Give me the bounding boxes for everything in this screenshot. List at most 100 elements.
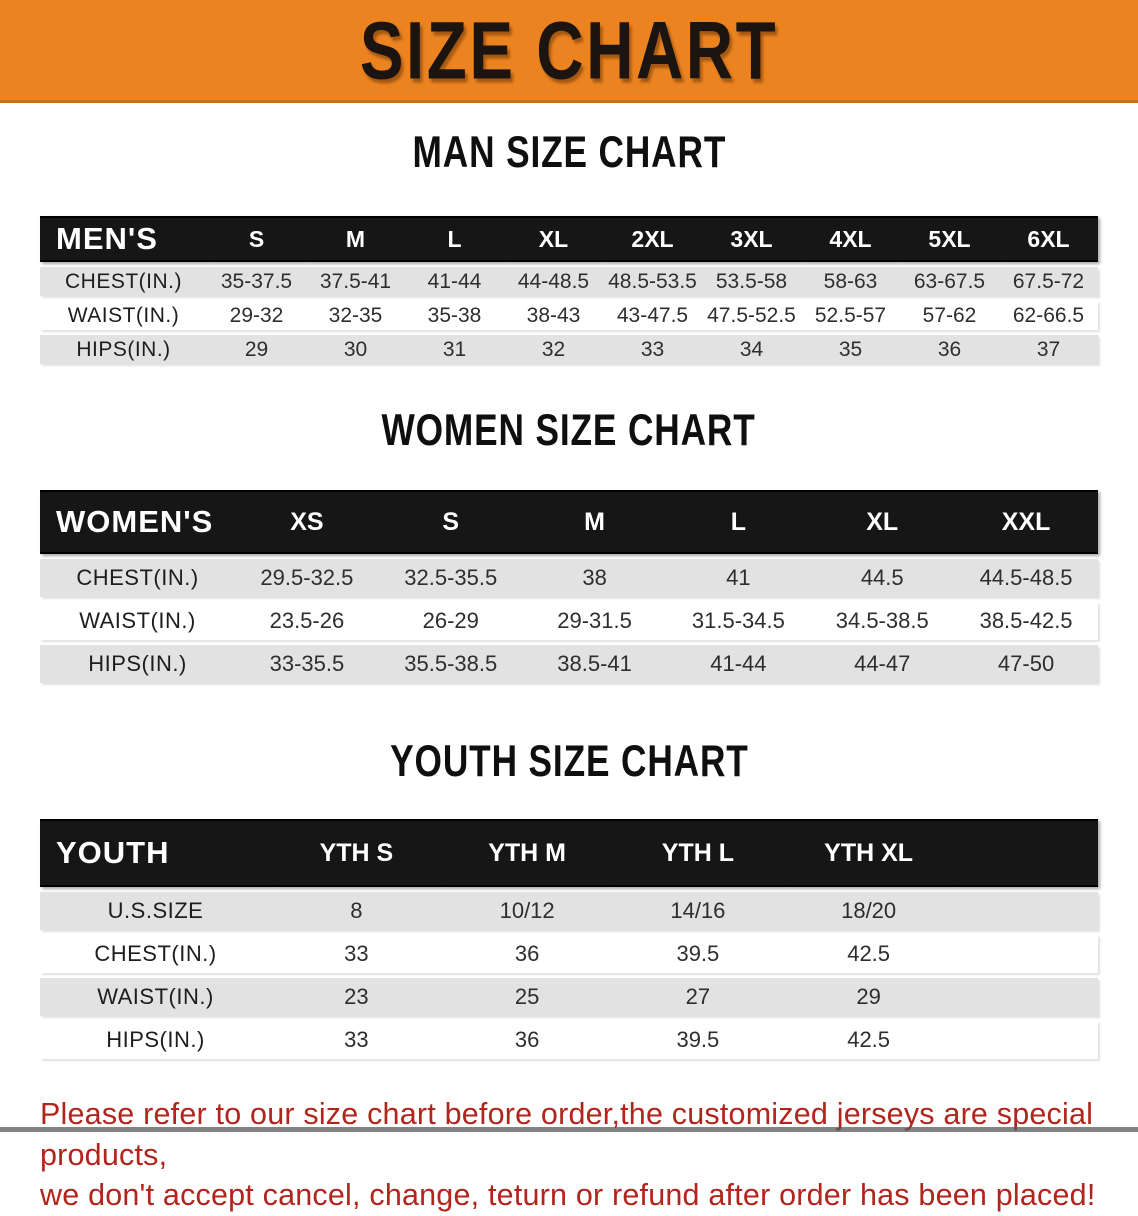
column-header-cell: M [306,216,405,262]
filler-cell [954,892,1098,930]
youth-section-title: YOUTH SIZE CHART [0,736,1138,794]
size-value-cell: 44.5 [860,565,904,590]
size-value-cell: 44.5-48.5 [979,565,1073,590]
size-value-cell: 42.5 [847,941,891,966]
size-value-cell: 39.5 [676,1027,720,1052]
row-label-cell: WAIST(IN.) [97,984,214,1009]
size-value-cell: 32.5-35.5 [404,565,498,590]
size-value-cell: 34 [739,337,764,361]
size-value-cell: 41-44 [710,651,767,676]
row-label-cell: WAIST(IN.) [79,608,196,633]
men-size-table: MEN'S S M L XL 2XL 3XL 4XL 5XL 6XL CHEST(IN.) 35-37… [40,211,1098,369]
size-value-cell: 33 [344,941,369,966]
women-section-title: WOMEN SIZE CHART [0,405,1138,463]
column-header-cell: YTH M [441,819,613,887]
column-header-cell: YTH L [612,819,784,887]
size-value-cell: 35.5-38.5 [404,651,498,676]
men-section-title-text: MAN SIZE CHART [412,127,726,177]
youth-section-title-text: YOUTH SIZE CHART [389,736,749,786]
size-value-cell: 35 [838,337,863,361]
table-row: WAIST(IN.) 23 25 27 29 [40,978,1098,1016]
women-size-table: WOMEN'S XS S M L XL XXL CHEST(IN.) 29.5-32.5 32.5… [40,485,1098,688]
size-value-cell: 58-63 [823,269,878,293]
size-value-cell: 37.5-41 [319,269,392,293]
filler-cell [954,978,1098,1016]
column-header-cell: XXL [954,490,1098,554]
size-value-cell: 53.5-58 [715,269,788,293]
column-header-cell: M [522,490,667,554]
size-value-cell: 47.5-52.5 [707,303,796,327]
size-value-cell: 34.5-38.5 [835,608,929,633]
size-value-cell: 33 [640,337,665,361]
size-value-cell: 33 [344,1027,369,1052]
filler-cell [954,1021,1098,1059]
size-value-cell: 23.5-26 [269,608,345,633]
size-value-cell: 44-47 [854,651,911,676]
column-header-cell: 3XL [702,216,801,262]
size-value-cell: 52.5-57 [814,303,887,327]
column-header-cell: YTH S [271,819,442,887]
size-value-cell: 37 [1036,337,1061,361]
column-header-cell: 4XL [801,216,900,262]
column-header-cell: 2XL [603,216,702,262]
column-header-cell: YTH XL [783,819,954,887]
size-value-cell: 29-32 [229,303,284,327]
table-title-cell: WOMEN'S [40,490,235,554]
filler-cell [954,935,1098,973]
size-value-cell: 38.5-41 [557,651,632,676]
size-value-cell: 43-47.5 [616,303,689,327]
size-value-cell: 42.5 [847,1027,891,1052]
size-value-cell: 35-38 [427,303,482,327]
row-label-cell: U.S.SIZE [107,898,204,923]
table-row: WAIST(IN.) 29-32 32-35 35-38 38-43 43-47.5 47.… [40,301,1098,330]
size-value-cell: 62-66.5 [1012,303,1085,327]
size-value-cell: 41 [726,565,751,590]
size-value-cell: 14/16 [670,898,726,923]
size-value-cell: 29 [856,984,881,1009]
row-label-cell: CHEST(IN.) [65,269,182,293]
size-chart-banner: SIZE CHART [0,0,1138,103]
row-label-cell: HIPS(IN.) [88,651,187,676]
column-header-cell: XS [235,490,379,554]
table-row: HIPS(IN.) 29 30 31 32 33 34 35 36 37 [40,335,1098,364]
size-value-cell: 38.5-42.5 [979,608,1073,633]
disclaimer-note: Please refer to our size chart before or… [40,1094,1100,1216]
table-header-row: MEN'S S M L XL 2XL 3XL 4XL 5XL 6XL [40,216,1098,262]
table-title-cell: YOUTH [40,819,271,887]
women-section-title-text: WOMEN SIZE CHART [381,405,757,455]
bottom-edge-strip [0,1127,1138,1132]
size-value-cell: 41-44 [427,269,482,293]
size-value-cell: 38 [582,565,607,590]
row-label-cell: HIPS(IN.) [76,337,171,361]
size-value-cell: 67.5-72 [1012,269,1085,293]
table-header-row: WOMEN'S XS S M L XL XXL [40,490,1098,554]
size-value-cell: 36 [937,337,962,361]
size-value-cell: 32-35 [328,303,383,327]
size-value-cell: 18/20 [841,898,897,923]
column-header-cell: S [378,490,523,554]
column-header-cell: 6XL [999,216,1098,262]
size-value-cell: 38-43 [526,303,581,327]
size-value-cell: 30 [343,337,368,361]
men-section-title: MAN SIZE CHART [0,127,1138,185]
size-value-cell: 36 [514,941,540,966]
size-value-cell: 33-35.5 [269,651,345,676]
size-value-cell: 8 [350,898,363,923]
table-row: CHEST(IN.) 33 36 39.5 42.5 [40,935,1098,973]
size-value-cell: 26-29 [422,608,479,633]
table-row: CHEST(IN.) 29.5-32.5 32.5-35.5 38 41 44.5 44.5… [40,559,1098,597]
size-value-cell: 29-31.5 [557,608,632,633]
banner-title: SIZE CHART [359,3,779,96]
size-value-cell: 31.5-34.5 [691,608,785,633]
disclaimer-line-2: we don't accept cancel, change, teturn o… [40,1178,1096,1213]
size-value-cell: 47-50 [997,651,1055,676]
size-value-cell: 35-37.5 [220,269,293,293]
size-value-cell: 48.5-53.5 [608,269,697,293]
row-label-cell: WAIST(IN.) [67,303,180,327]
column-header-cell: XL [504,216,603,262]
size-value-cell: 31 [442,337,467,361]
column-header-cell: S [207,216,306,262]
size-value-cell: 29.5-32.5 [260,565,354,590]
row-label-cell: CHEST(IN.) [76,565,199,590]
column-header-cell: L [666,490,811,554]
